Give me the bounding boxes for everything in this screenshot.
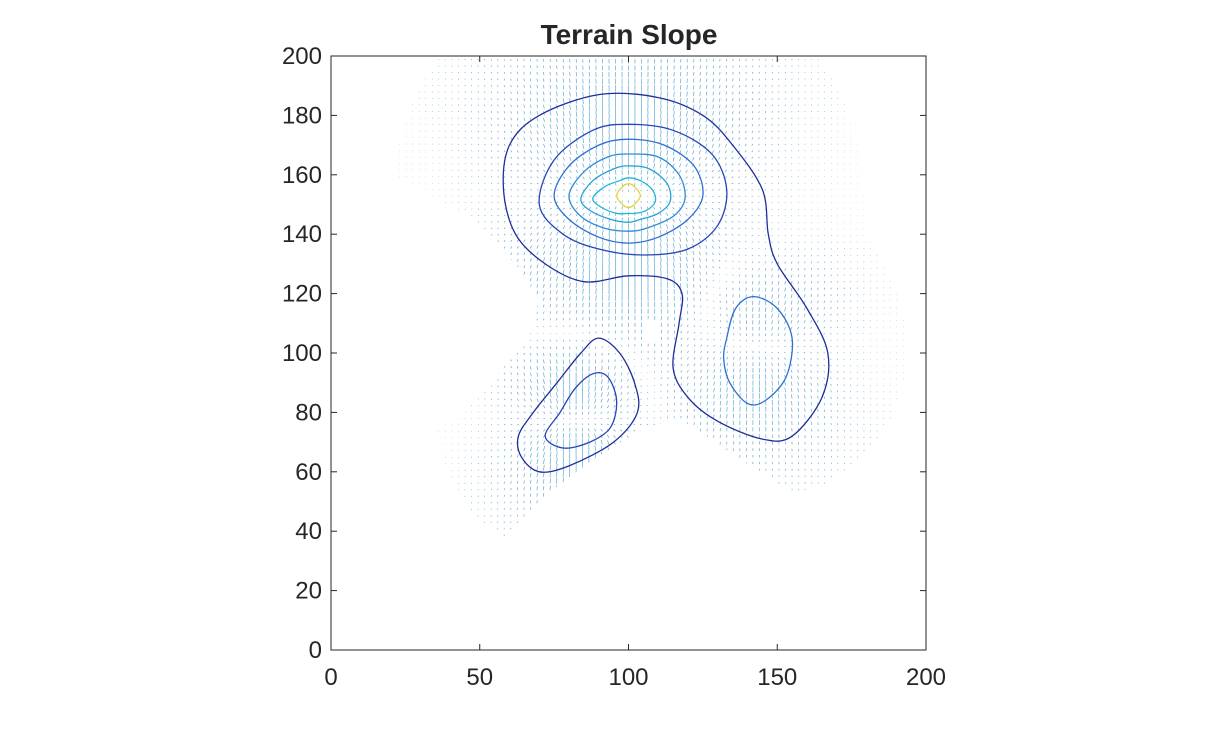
contour-level-5 <box>580 165 672 223</box>
y-tick-label: 20 <box>295 578 322 605</box>
chart-title: Terrain Slope <box>541 19 718 50</box>
y-tick-label: 0 <box>309 637 322 664</box>
flat-regions <box>331 160 926 650</box>
contour-level-2 <box>538 123 728 256</box>
contour-level-7 <box>615 183 642 209</box>
flat-region <box>485 418 926 650</box>
flat-region <box>331 160 540 502</box>
y-tick-label: 80 <box>295 399 322 426</box>
contour-level-1 <box>516 337 640 473</box>
contour-level-3 <box>553 138 704 244</box>
x-tick-label: 100 <box>608 664 648 691</box>
contour-level-1 <box>502 92 830 442</box>
contour-level-6 <box>592 177 657 215</box>
y-tick-label: 180 <box>282 102 322 129</box>
contour-level-2 <box>722 295 794 406</box>
x-tick-label: 0 <box>324 664 337 691</box>
y-tick-label: 60 <box>295 459 322 486</box>
y-tick-label: 40 <box>295 518 322 545</box>
x-axis: 0 50 100 150 200 <box>324 56 946 691</box>
x-tick-label: 150 <box>757 664 797 691</box>
y-tick-label: 100 <box>282 340 322 367</box>
y-axis: 0 20 40 60 80 100 120 140 160 180 200 <box>282 43 926 664</box>
contour-lines <box>502 92 830 473</box>
y-tick-label: 200 <box>282 43 322 70</box>
y-tick-label: 160 <box>282 162 322 189</box>
x-tick-label: 200 <box>906 664 946 691</box>
y-tick-label: 120 <box>282 281 322 308</box>
contour-level-4 <box>568 153 686 232</box>
x-tick-label: 50 <box>466 664 493 691</box>
flat-region <box>643 317 659 345</box>
y-tick-label: 140 <box>282 221 322 248</box>
contour-level-2 <box>544 372 618 449</box>
